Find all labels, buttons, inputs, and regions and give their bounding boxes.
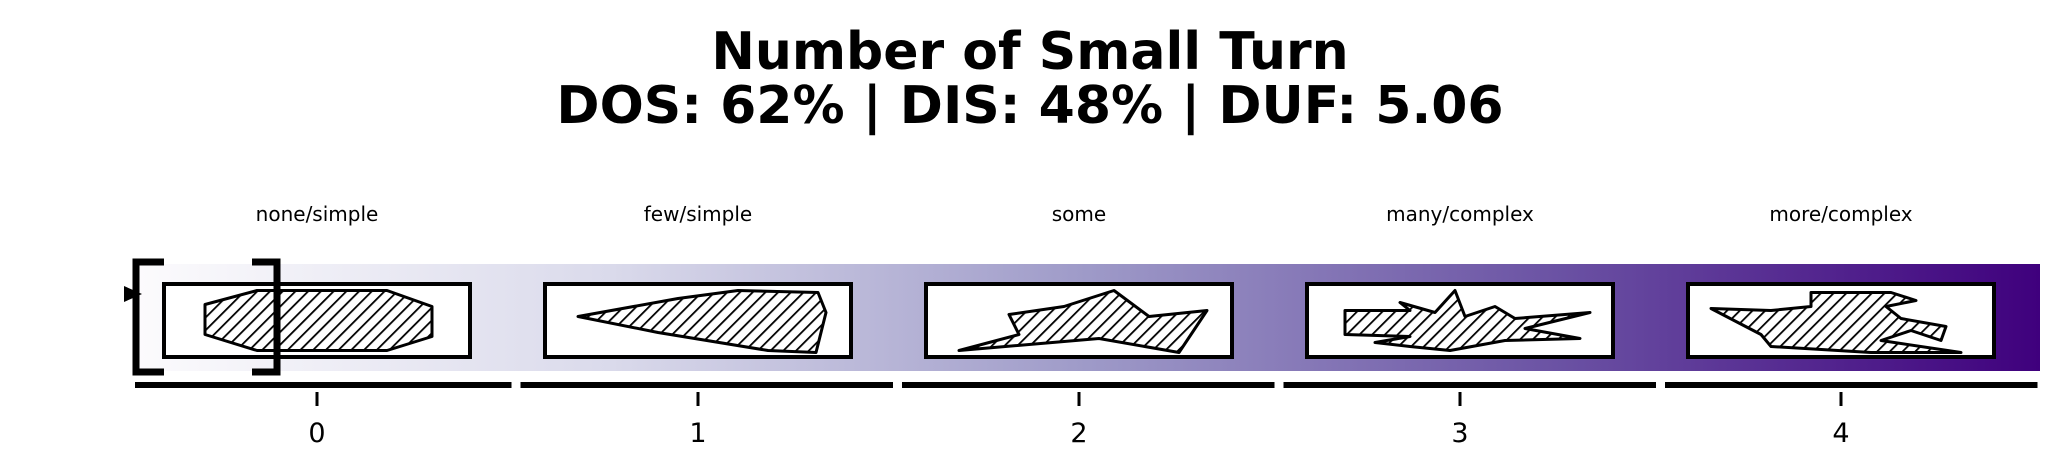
level-label: some <box>1052 202 1106 226</box>
tick-label: 2 <box>1070 418 1087 449</box>
level-label: more/complex <box>1769 202 1912 226</box>
selection-marker-icon <box>124 286 142 302</box>
level-frame <box>162 282 472 359</box>
hatched-wedge-icon <box>576 289 828 354</box>
right-bracket <box>252 258 281 376</box>
tick-label: 0 <box>308 418 325 449</box>
level-frame <box>1305 282 1615 359</box>
level-frame <box>924 282 1234 359</box>
left-bracket <box>132 258 164 376</box>
level-frame <box>543 282 853 359</box>
hatched-elongated-octagon-icon <box>203 289 434 352</box>
tick-label: 4 <box>1832 418 1849 449</box>
level-label: few/simple <box>644 202 752 226</box>
selection-bracket <box>132 258 281 376</box>
tick-label: 1 <box>689 418 706 449</box>
hatched-spiky-star-icon <box>1343 289 1592 352</box>
hatched-complex-polygon-icon <box>1709 291 1963 354</box>
chart-subtitle: DOS: 62% | DIS: 48% | DUF: 5.06 <box>556 76 1504 136</box>
level-label: none/simple <box>256 202 379 226</box>
level-label: many/complex <box>1386 202 1534 226</box>
hatched-jagged-arrow-icon <box>957 289 1209 354</box>
chart-title: Number of Small Turn <box>711 22 1349 82</box>
tick-label: 3 <box>1451 418 1468 449</box>
level-frame <box>1686 282 1996 359</box>
